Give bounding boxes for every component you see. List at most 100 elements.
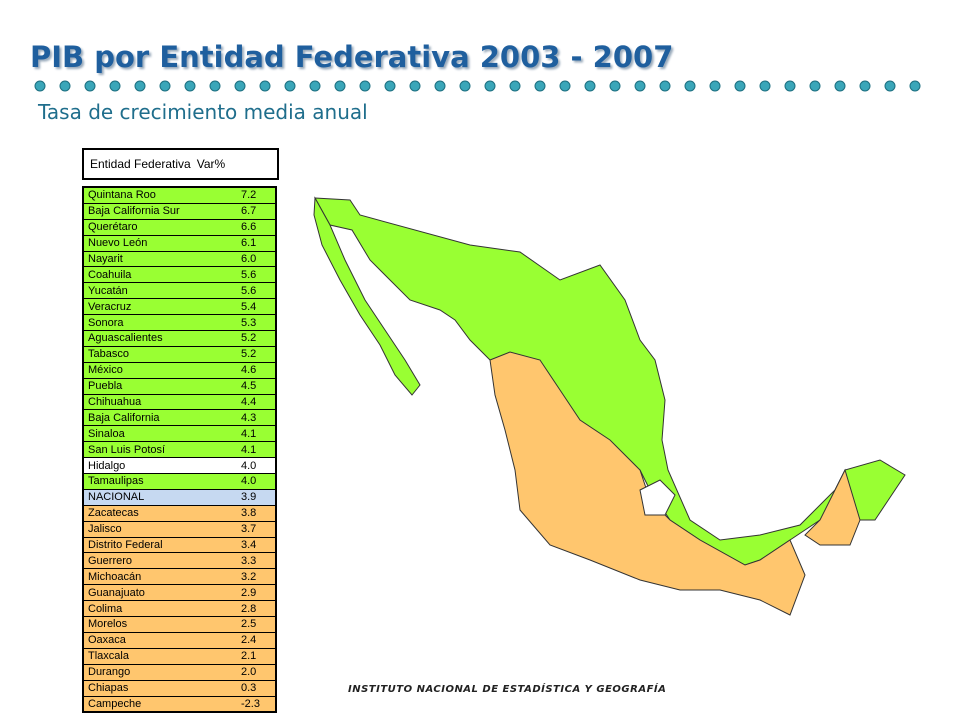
table-row: Jalisco 3.7 bbox=[83, 521, 276, 538]
growth-rate: 4.0 bbox=[237, 457, 276, 475]
bullet-dot bbox=[759, 80, 771, 92]
footer: INSTITUTO NACIONAL DE ESTADÍSTICA Y GEOG… bbox=[348, 684, 667, 695]
bullet-dot bbox=[634, 80, 646, 92]
state-name: Querétaro bbox=[83, 219, 237, 236]
growth-rate: 4.3 bbox=[237, 409, 276, 427]
growth-rate: 3.2 bbox=[237, 568, 276, 586]
table-row: Michoacán 3.2 bbox=[83, 568, 276, 586]
state-name: Distrito Federal bbox=[83, 537, 237, 554]
growth-rate: 2.0 bbox=[237, 664, 276, 681]
bullet-dot bbox=[659, 80, 671, 92]
bullet-dot bbox=[484, 80, 496, 92]
state-name: Michoacán bbox=[83, 568, 237, 586]
bullet-dot bbox=[384, 80, 396, 92]
table-row: Puebla 4.5 bbox=[83, 378, 276, 395]
bullet-dot bbox=[184, 80, 196, 92]
state-name: Sinaloa bbox=[83, 425, 237, 443]
growth-rate: 0.3 bbox=[237, 680, 276, 697]
state-name: Chiapas bbox=[83, 680, 237, 697]
table-row: México 4.6 bbox=[83, 362, 276, 379]
bullet-dot bbox=[559, 80, 571, 92]
table-row: Tabasco 5.2 bbox=[83, 346, 276, 363]
map-baja bbox=[313, 196, 421, 396]
state-name: Puebla bbox=[83, 378, 237, 395]
bullet-dot bbox=[34, 80, 46, 92]
growth-rate: 5.6 bbox=[237, 282, 276, 300]
subtitle: Tasa de crecimiento media anual bbox=[38, 100, 368, 124]
state-name: Jalisco bbox=[83, 521, 237, 538]
bullet-dot bbox=[884, 80, 896, 92]
map-campeche bbox=[804, 468, 861, 546]
growth-rate: 5.4 bbox=[237, 298, 276, 316]
table-row: Distrito Federal 3.4 bbox=[83, 537, 276, 554]
state-name: Tabasco bbox=[83, 346, 237, 363]
bullet-dot bbox=[434, 80, 446, 92]
growth-rate: 6.7 bbox=[237, 203, 276, 220]
table-row: San Luis Potosí 4.1 bbox=[83, 441, 276, 459]
growth-rate: 6.6 bbox=[237, 219, 276, 236]
growth-rate: 4.0 bbox=[237, 473, 276, 490]
state-name: San Luis Potosí bbox=[83, 441, 237, 459]
bullet-dot bbox=[534, 80, 546, 92]
state-name: Sonora bbox=[83, 314, 237, 332]
growth-rate: 4.6 bbox=[237, 362, 276, 379]
table-row: Coahuila 5.6 bbox=[83, 266, 276, 284]
growth-rate: 2.4 bbox=[237, 632, 276, 649]
table-row: Quintana Roo 7.2 bbox=[83, 187, 276, 204]
table-row: Guanajuato 2.9 bbox=[83, 584, 276, 602]
bullet-dot bbox=[784, 80, 796, 92]
growth-rate: 5.6 bbox=[237, 266, 276, 284]
growth-rate: 3.9 bbox=[237, 489, 276, 506]
bullet-dot bbox=[809, 80, 821, 92]
growth-rate: 5.2 bbox=[237, 346, 276, 363]
state-name: Guanajuato bbox=[83, 584, 237, 602]
bullet-dot bbox=[734, 80, 746, 92]
table-row: Yucatán 5.6 bbox=[83, 282, 276, 300]
growth-rate: 5.3 bbox=[237, 314, 276, 332]
bullet-dot bbox=[609, 80, 621, 92]
table-row: Chiapas 0.3 bbox=[83, 680, 276, 697]
bullet-dot bbox=[709, 80, 721, 92]
growth-rate: 2.9 bbox=[237, 584, 276, 602]
bullet-dot bbox=[359, 80, 371, 92]
state-name: Veracruz bbox=[83, 298, 237, 316]
growth-rate: 4.1 bbox=[237, 425, 276, 443]
growth-rate: 4.4 bbox=[237, 394, 276, 411]
table-row: Hidalgo 4.0 bbox=[83, 457, 276, 475]
table-row: Baja California Sur 6.7 bbox=[83, 203, 276, 220]
table-row: Nayarit 6.0 bbox=[83, 251, 276, 268]
growth-rate: 6.1 bbox=[237, 235, 276, 252]
bullet-dot bbox=[684, 80, 696, 92]
table-row: Chihuahua 4.4 bbox=[83, 394, 276, 411]
map-hidalgo bbox=[639, 479, 676, 516]
state-name: Yucatán bbox=[83, 282, 237, 300]
growth-rate: 4.5 bbox=[237, 378, 276, 395]
table-row: Zacatecas 3.8 bbox=[83, 505, 276, 522]
bullet-dot bbox=[284, 80, 296, 92]
table-row: Nuevo León 6.1 bbox=[83, 235, 276, 252]
bullet-dot bbox=[834, 80, 846, 92]
column-header: Entidad Federativa bbox=[90, 157, 191, 171]
map-south-orange bbox=[489, 351, 806, 616]
bullet-dot bbox=[909, 80, 921, 92]
growth-rate: -2.3 bbox=[237, 696, 276, 713]
state-name: Durango bbox=[83, 664, 237, 681]
table-row: Colima 2.8 bbox=[83, 600, 276, 618]
table-row: Baja California 4.3 bbox=[83, 409, 276, 427]
state-name: Coahuila bbox=[83, 266, 237, 284]
state-name: Nuevo León bbox=[83, 235, 237, 252]
growth-rate: 2.5 bbox=[237, 616, 276, 633]
state-name: México bbox=[83, 362, 237, 379]
state-name: Campeche bbox=[83, 696, 237, 713]
state-name: NACIONAL bbox=[83, 489, 237, 506]
growth-rate: 3.7 bbox=[237, 521, 276, 538]
state-name: Oaxaca bbox=[83, 632, 237, 649]
growth-rate: 4.1 bbox=[237, 441, 276, 459]
state-name: Quintana Roo bbox=[83, 187, 237, 204]
bullet-dot bbox=[134, 80, 146, 92]
bullet-dot bbox=[859, 80, 871, 92]
table-row: Durango 2.0 bbox=[83, 664, 276, 681]
table-row: NACIONAL 3.9 bbox=[83, 489, 276, 506]
